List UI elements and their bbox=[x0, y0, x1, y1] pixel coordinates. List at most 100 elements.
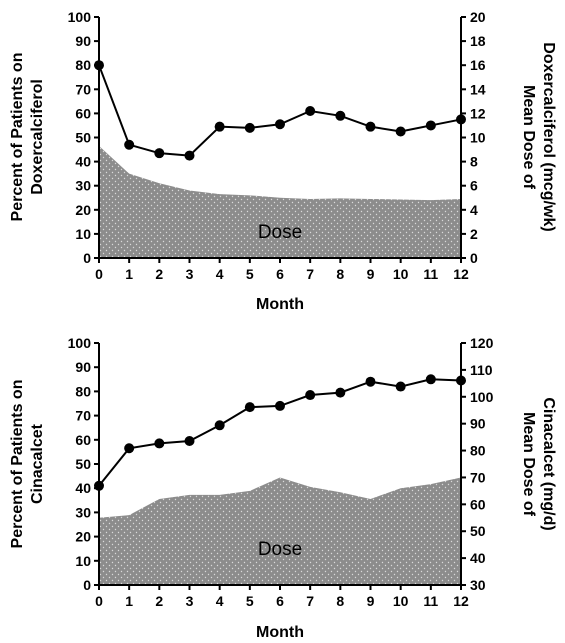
y2-axis-title-line2: Doxercalciferol (mcg/wk) bbox=[540, 42, 557, 231]
y2-tick-label: 60 bbox=[470, 496, 486, 512]
percent-patients-point bbox=[184, 436, 195, 447]
percent-patients-point bbox=[214, 121, 225, 132]
x-tick-label: 3 bbox=[186, 593, 194, 609]
y2-tick-label: 14 bbox=[470, 81, 486, 97]
y-axis-title-line2: Cinacalcet bbox=[29, 423, 46, 504]
y2-tick-label: 4 bbox=[470, 202, 478, 218]
y-tick-label: 50 bbox=[75, 130, 91, 146]
y-tick-label: 10 bbox=[75, 553, 91, 569]
x-tick-label: 11 bbox=[423, 593, 438, 609]
y-tick-label: 0 bbox=[83, 250, 91, 266]
y2-tick-label: 40 bbox=[470, 550, 486, 566]
percent-patients-point bbox=[214, 420, 225, 431]
percent-patients-point bbox=[305, 390, 316, 401]
percent-patients-point bbox=[335, 387, 346, 398]
y-tick-label: 40 bbox=[75, 480, 91, 496]
x-tick-label: 12 bbox=[453, 266, 469, 282]
percent-patients-point bbox=[94, 60, 104, 71]
y-tick-label: 60 bbox=[75, 105, 91, 121]
percent-patients-point bbox=[244, 122, 255, 133]
x-tick-label: 9 bbox=[367, 593, 375, 609]
y2-axis-title-line2: Cinacalcet (mg/d) bbox=[540, 397, 557, 530]
y-tick-label: 70 bbox=[75, 408, 91, 424]
x-tick-label: 9 bbox=[367, 266, 375, 282]
y-axis-title-line1: Percent of Patients on bbox=[9, 53, 26, 222]
x-tick-label: 2 bbox=[155, 266, 163, 282]
y-tick-label: 80 bbox=[75, 57, 91, 73]
percent-patients-point bbox=[275, 400, 285, 411]
percent-patients-point bbox=[154, 438, 165, 449]
x-tick-label: 0 bbox=[95, 266, 103, 282]
y2-tick-label: 18 bbox=[470, 33, 486, 49]
percent-patients-point bbox=[94, 480, 104, 491]
percent-patients-point bbox=[395, 381, 406, 392]
x-tick-label: 1 bbox=[125, 266, 133, 282]
y2-tick-label: 110 bbox=[470, 362, 493, 378]
x-tick-label: 8 bbox=[336, 593, 344, 609]
y-tick-label: 20 bbox=[75, 202, 91, 218]
x-tick-label: 4 bbox=[216, 593, 224, 609]
percent-patients-point bbox=[456, 375, 466, 386]
y-tick-label: 90 bbox=[75, 33, 91, 49]
dose-area bbox=[99, 477, 461, 585]
y2-tick-label: 10 bbox=[470, 130, 486, 146]
x-tick-label: 5 bbox=[246, 593, 254, 609]
x-tick-label: 1 bbox=[125, 593, 133, 609]
y-axis-title-line2: Doxercalciferol bbox=[29, 79, 46, 195]
y2-tick-label: 12 bbox=[470, 105, 486, 121]
percent-patients-point bbox=[456, 114, 466, 125]
y2-axis-title-line1: Mean Dose of bbox=[520, 412, 537, 517]
percent-patients-point bbox=[244, 402, 255, 413]
x-tick-label: 8 bbox=[336, 266, 344, 282]
x-tick-label: 7 bbox=[306, 266, 314, 282]
percent-patients-point bbox=[425, 120, 436, 131]
y2-axis-title-line1: Mean Dose of bbox=[520, 85, 537, 190]
x-tick-label: 7 bbox=[306, 593, 314, 609]
x-tick-label: 6 bbox=[276, 593, 284, 609]
x-tick-label: 2 bbox=[155, 593, 163, 609]
percent-patients-point bbox=[154, 148, 165, 159]
percent-patients-line bbox=[98, 378, 462, 487]
x-tick-label: 12 bbox=[453, 593, 469, 609]
y-tick-label: 100 bbox=[68, 9, 92, 25]
y-tick-label: 30 bbox=[75, 178, 91, 194]
y-tick-label: 50 bbox=[75, 456, 91, 472]
percent-patients-point bbox=[305, 105, 316, 116]
y-tick-label: 20 bbox=[75, 529, 91, 545]
y-tick-label: 100 bbox=[68, 335, 92, 351]
x-tick-label: 5 bbox=[246, 266, 254, 282]
y-tick-label: 80 bbox=[75, 383, 91, 399]
percent-patients-point bbox=[124, 443, 135, 454]
y2-tick-label: 100 bbox=[470, 389, 494, 405]
y2-tick-label: 6 bbox=[470, 178, 478, 194]
y2-tick-label: 50 bbox=[470, 523, 486, 539]
x-tick-label: 6 bbox=[276, 266, 284, 282]
y-tick-label: 90 bbox=[75, 359, 91, 375]
y-tick-label: 10 bbox=[75, 226, 91, 242]
area-series-label: Dose bbox=[258, 222, 302, 243]
y2-tick-label: 2 bbox=[470, 226, 478, 242]
y2-tick-label: 0 bbox=[470, 250, 478, 266]
y-tick-label: 70 bbox=[75, 81, 91, 97]
percent-patients-point bbox=[335, 110, 346, 121]
x-axis-title: Month bbox=[256, 296, 304, 313]
x-tick-label: 3 bbox=[186, 266, 194, 282]
y-tick-label: 30 bbox=[75, 504, 91, 520]
y2-tick-label: 90 bbox=[470, 416, 486, 432]
x-tick-label: 10 bbox=[393, 266, 409, 282]
cinacalcet-chart: 0102030405060708090100304050607080901001… bbox=[9, 335, 557, 641]
y2-tick-label: 30 bbox=[470, 577, 486, 593]
x-axis-title: Month bbox=[256, 624, 304, 641]
area-series-label: Dose bbox=[258, 539, 302, 560]
percent-patients-point bbox=[184, 150, 195, 161]
x-tick-label: 0 bbox=[95, 593, 103, 609]
percent-patients-point bbox=[365, 376, 376, 387]
y2-tick-label: 80 bbox=[470, 443, 486, 459]
y2-tick-label: 20 bbox=[470, 9, 486, 25]
y2-tick-label: 8 bbox=[470, 154, 478, 170]
dose-area bbox=[99, 145, 461, 258]
percent-patients-point bbox=[275, 119, 285, 130]
x-tick-label: 4 bbox=[216, 266, 224, 282]
y2-tick-label: 120 bbox=[470, 335, 494, 351]
